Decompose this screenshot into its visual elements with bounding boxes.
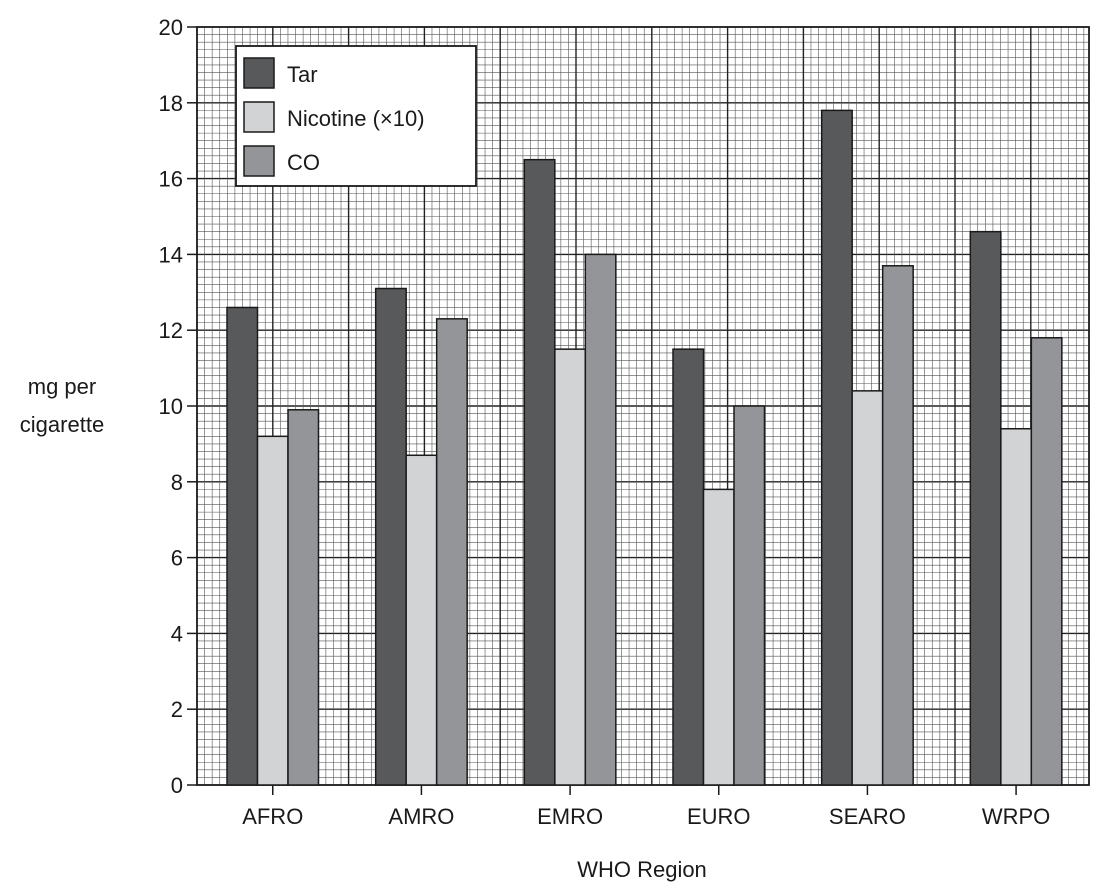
bar-wrpo-series-2 [1000,427,1033,786]
y-tick-label: 8 [171,470,183,495]
y-tick-label: 10 [159,394,183,419]
y-tick-label: 6 [171,546,183,571]
bar-euro-series-1 [672,348,705,786]
x-tick-label-amro: AMRO [388,804,454,829]
bar-afro-series-2 [256,435,289,786]
y-tick-label: 18 [159,91,183,116]
bar-wrpo-series-3 [1030,337,1063,786]
x-tick-label-euro: EURO [687,804,751,829]
bar-euro-series-2 [702,488,735,786]
legend-label-series-1: Tar [287,62,318,87]
x-tick-label-emro: EMRO [537,804,603,829]
bar-searo-series-2 [851,390,884,786]
legend-label-series-3: CO [287,150,320,175]
x-axis-label: WHO Region [577,857,707,882]
bar-euro-series-3 [733,405,766,786]
x-tick-label-searo: SEARO [829,804,906,829]
y-tick-label: 16 [159,167,183,192]
bar-searo-series-3 [881,265,914,786]
axes: 0 2 4 6 8 10 12 14 16 18 20 AFRO AMRO EMRO EURO SEARO WR… [159,15,1051,829]
bar-afro-series-3 [287,409,320,786]
y-tick-label: 4 [171,621,183,646]
legend-swatch-series-2 [243,101,275,133]
bar-afro-series-1 [226,306,259,786]
bar-emro-series-1 [523,158,556,786]
legend-box [235,45,477,187]
bar-wrpo-series-1 [969,230,1002,786]
y-tick-label: 20 [159,15,183,40]
y-tick-label: 12 [159,318,183,343]
y-tick-label: 0 [171,773,183,798]
x-tick-label-afro: AFRO [242,804,303,829]
bar-searo-series-1 [820,109,853,786]
bar-amro-series-1 [374,287,407,786]
legend: Tar Nicotine (×10) CO [235,45,477,187]
legend-swatch-series-1 [243,57,275,89]
x-tick-label-wrpo: WRPO [982,804,1050,829]
bars [226,109,1063,786]
legend-label-series-2: Nicotine (×10) [287,106,425,131]
bar-emro-series-3 [584,253,617,786]
y-tick-label: 2 [171,697,183,722]
legend-swatch-series-3 [243,145,275,177]
y-tick-label: 14 [159,242,183,267]
y-axis-label-line-2: cigarette [20,412,104,437]
bar-emro-series-2 [554,348,587,786]
bar-amro-series-3 [435,318,468,786]
y-axis-label-line-1: mg per [28,374,96,399]
bar-amro-series-2 [405,454,438,786]
